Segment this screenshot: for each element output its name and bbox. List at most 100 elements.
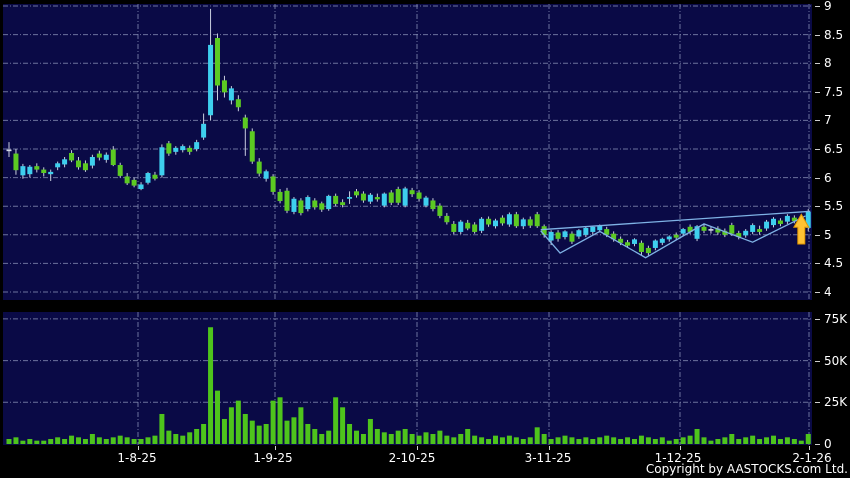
candle-body: [673, 234, 679, 238]
volume-bar: [360, 433, 366, 444]
candle-body: [381, 193, 387, 206]
date-tick-label: 3-11-25: [524, 451, 572, 465]
volume-tick-label: 0: [815, 437, 832, 451]
date-tick-mark: [417, 446, 418, 450]
candle-body: [687, 226, 693, 232]
candle-body: [791, 217, 797, 222]
volume-bar: [395, 430, 401, 444]
candle-body: [62, 159, 68, 165]
candle-body: [458, 221, 464, 232]
candle-body: [235, 99, 241, 108]
volume-bar: [96, 437, 102, 444]
volume-bar: [659, 437, 665, 444]
volume-bar: [625, 437, 631, 444]
candle-body: [291, 198, 297, 212]
volume-bar: [152, 435, 158, 444]
volume-bar: [527, 437, 533, 444]
volume-bar: [555, 437, 561, 444]
candle-body: [659, 238, 665, 243]
volume-bar: [569, 437, 575, 444]
volume-bar: [409, 433, 415, 444]
candle-body: [486, 218, 492, 225]
volume-bar: [687, 435, 693, 444]
candle-body: [402, 188, 408, 206]
price-tick-label: 7.5: [815, 85, 843, 99]
volume-bar: [757, 438, 763, 444]
volume-bar: [208, 327, 214, 444]
volume-bar: [583, 437, 589, 444]
candle-body: [194, 142, 200, 149]
volume-bar: [388, 433, 394, 444]
zigzag-support-line: [540, 215, 806, 259]
candle-body: [270, 176, 276, 192]
candle-body: [340, 202, 346, 206]
volume-bar: [180, 435, 186, 444]
date-tick-label: 1-9-25: [253, 451, 293, 465]
volume-bar: [534, 427, 540, 444]
price-chart-panel[interactable]: [3, 4, 812, 300]
volume-bar: [138, 438, 144, 444]
candle-body: [256, 161, 262, 174]
candle-body: [569, 233, 575, 242]
volume-bar: [277, 397, 283, 444]
volume-bar: [673, 438, 679, 444]
candle-body: [319, 203, 325, 210]
candle-body: [27, 166, 33, 175]
volume-bar: [89, 433, 95, 444]
candle-body: [701, 226, 707, 231]
candle-body: [20, 166, 26, 176]
volume-tick-label: 25K: [815, 395, 847, 409]
candle-body: [117, 165, 123, 176]
candle-body: [520, 219, 526, 227]
resistance-line: [540, 210, 811, 231]
volume-bar: [486, 438, 492, 444]
candle-body: [48, 171, 54, 175]
price-tick-label: 4: [815, 285, 832, 299]
candlestick-chart: [3, 4, 812, 300]
tick-mark: [815, 402, 820, 404]
volume-bar: [201, 423, 207, 444]
candle-body: [103, 154, 109, 160]
candle-body: [131, 179, 137, 186]
volume-bar: [472, 435, 478, 444]
candle-body: [263, 171, 269, 179]
candle-body: [479, 218, 485, 231]
candle-body: [277, 191, 283, 202]
volume-bar: [715, 438, 721, 444]
volume-bar: [562, 435, 568, 444]
volume-bar: [55, 437, 61, 444]
price-tick-label: 8.5: [815, 28, 843, 42]
volume-bar: [242, 413, 248, 444]
volume-chart-panel[interactable]: [3, 312, 812, 445]
volume-bar: [520, 438, 526, 444]
candle-body: [395, 189, 401, 203]
volume-bar: [69, 435, 75, 444]
volume-bar: [110, 437, 116, 444]
candle-body: [215, 38, 220, 86]
volume-bar: [771, 435, 776, 444]
volume-bar: [194, 428, 200, 444]
candle-body: [430, 200, 436, 210]
volume-bar: [798, 440, 804, 444]
candle-body: [347, 197, 353, 199]
candle-body: [757, 229, 763, 232]
volume-bar: [791, 438, 797, 444]
volume-bar: [6, 438, 12, 444]
candle-body: [354, 191, 359, 196]
volume-bar: [777, 438, 783, 444]
tick-mark: [815, 120, 820, 122]
volume-bar: [666, 440, 672, 444]
candle-body: [110, 149, 116, 166]
volume-bar: [708, 440, 714, 444]
buy-signal-arrow-icon: [792, 213, 810, 245]
candle-body: [784, 215, 790, 222]
candle-body: [159, 147, 165, 176]
candle-body: [228, 88, 234, 101]
volume-bar: [729, 433, 735, 444]
tick-mark: [815, 292, 820, 293]
volume-bar: [256, 425, 262, 444]
volume-bar: [632, 438, 637, 444]
price-tick-label: 6.5: [815, 142, 843, 156]
price-tick-label: 9: [815, 0, 832, 13]
